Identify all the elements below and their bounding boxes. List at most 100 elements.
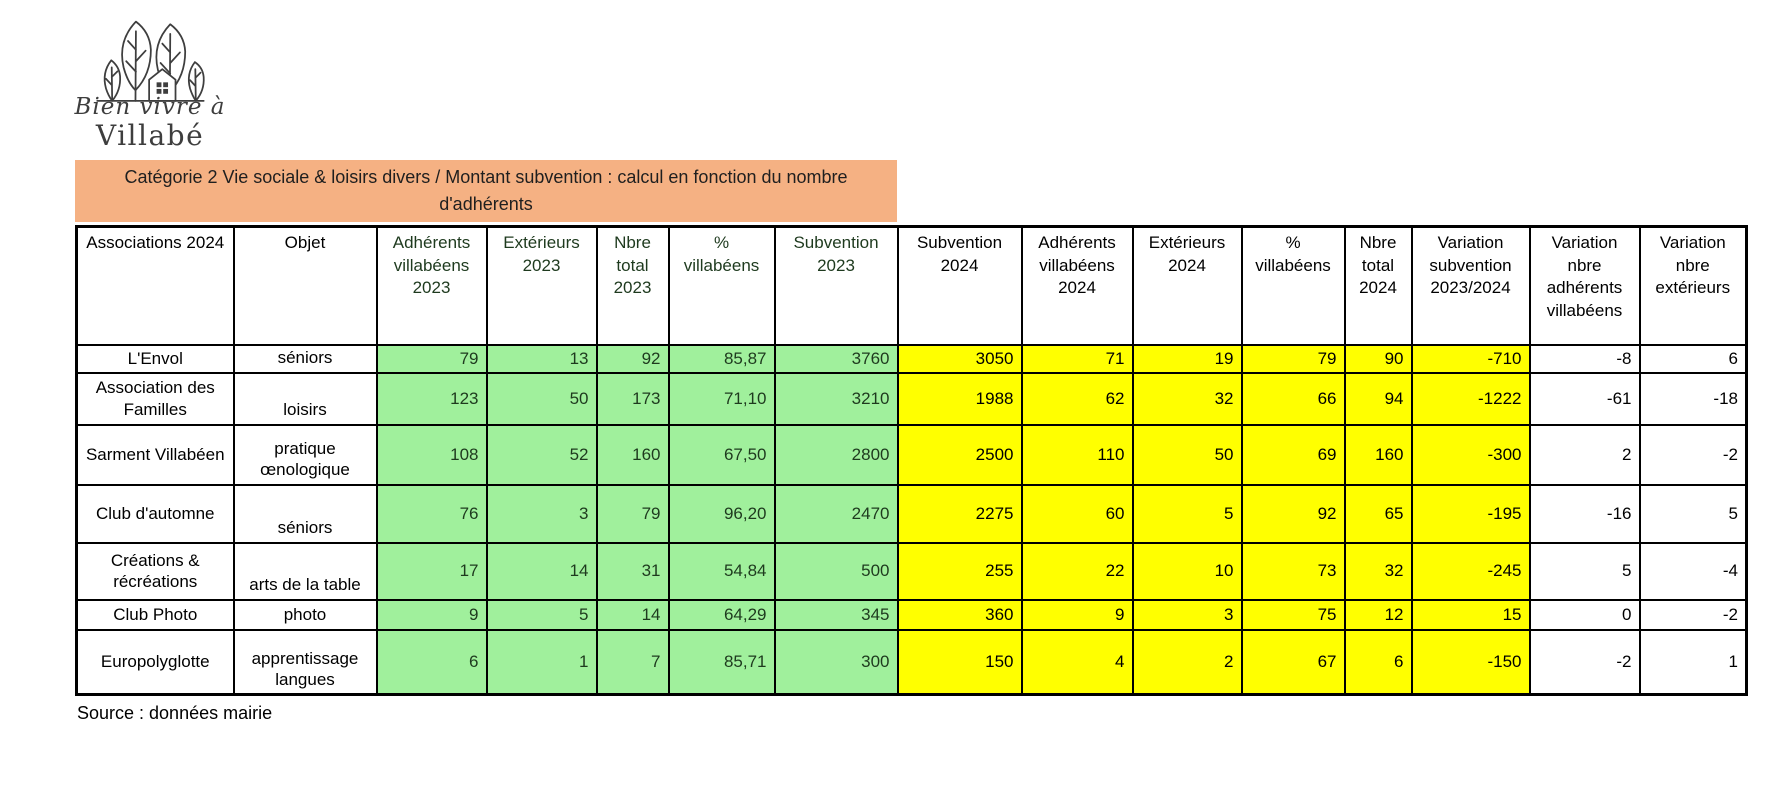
table-header: Associations 2024 Objet Adhérents villabée… bbox=[75, 225, 1748, 346]
cell-value: 92 bbox=[595, 343, 670, 374]
cell-value: -16 bbox=[1528, 483, 1641, 544]
cell-value: -195 bbox=[1410, 483, 1531, 544]
cell-value: 2800 bbox=[773, 423, 899, 486]
cell-value: 2275 bbox=[896, 483, 1023, 544]
column-header-2: Objet bbox=[232, 225, 378, 346]
cell-value: 54,84 bbox=[667, 541, 776, 601]
cell-value: 32 bbox=[1343, 541, 1413, 601]
cell-value: 79 bbox=[595, 483, 670, 544]
cell-value: 500 bbox=[773, 541, 899, 601]
cell-association-name: Club Photo bbox=[75, 598, 235, 631]
cell-value: 360 bbox=[896, 598, 1023, 631]
cell-value: 96,20 bbox=[667, 483, 776, 544]
cell-value: 5 bbox=[1638, 483, 1748, 544]
cell-value: 67 bbox=[1240, 628, 1346, 696]
cell-value: 17 bbox=[375, 541, 488, 601]
cell-value: 90 bbox=[1343, 343, 1413, 374]
column-header-13: Variation subvention 2023/2024 bbox=[1410, 225, 1531, 346]
cell-value: -61 bbox=[1528, 371, 1641, 426]
cell-association-name: Club d'automne bbox=[75, 483, 235, 544]
cell-value: 94 bbox=[1343, 371, 1413, 426]
cell-value: 1 bbox=[1638, 628, 1748, 696]
cell-value: 64,29 bbox=[667, 598, 776, 631]
cell-value: 108 bbox=[375, 423, 488, 486]
column-header-9: Adhérents villabéens 2024 bbox=[1020, 225, 1134, 346]
cell-value: -4 bbox=[1638, 541, 1748, 601]
cell-value: -2 bbox=[1638, 598, 1748, 631]
cell-value: 160 bbox=[1343, 423, 1413, 486]
cell-value: 10 bbox=[1131, 541, 1243, 601]
cell-value: 110 bbox=[1020, 423, 1134, 486]
cell-association-name: Association des Familles bbox=[75, 371, 235, 426]
table-row: Sarment Villabéen pratique œnologique 108 5… bbox=[75, 423, 1748, 486]
cell-value: 5 bbox=[1131, 483, 1243, 544]
cell-value: 19 bbox=[1131, 343, 1243, 374]
cell-objet: séniors bbox=[232, 343, 378, 374]
cell-value: -150 bbox=[1410, 628, 1531, 696]
cell-value: 2500 bbox=[896, 423, 1023, 486]
cell-value: 32 bbox=[1131, 371, 1243, 426]
cell-value: 345 bbox=[773, 598, 899, 631]
cell-value: 75 bbox=[1240, 598, 1346, 631]
source-note: Source : données mairie bbox=[77, 703, 273, 723]
cell-value: 150 bbox=[896, 628, 1023, 696]
cell-value: -18 bbox=[1638, 371, 1748, 426]
cell-value: -2 bbox=[1638, 423, 1748, 486]
cell-value: 79 bbox=[375, 343, 488, 374]
cell-value: 3 bbox=[1131, 598, 1243, 631]
cell-value: 76 bbox=[375, 483, 488, 544]
cell-objet: pratique œnologique bbox=[232, 423, 378, 486]
column-header-1: Associations 2024 bbox=[75, 225, 235, 346]
cell-value: -710 bbox=[1410, 343, 1531, 374]
table-row: Europolyglotte apprentissage langues 6 1 7 85… bbox=[75, 628, 1748, 696]
cell-objet: apprentissage langues bbox=[232, 628, 378, 696]
category-banner: Catégorie 2 Vie sociale & loisirs divers… bbox=[75, 160, 897, 222]
cell-value: 2 bbox=[1528, 423, 1641, 486]
logo-script-text: Bien vivre à bbox=[74, 94, 226, 120]
cell-value: -1222 bbox=[1410, 371, 1531, 426]
cell-value: 66 bbox=[1240, 371, 1346, 426]
cell-value: 3 bbox=[485, 483, 598, 544]
column-header-11: % villabéens bbox=[1240, 225, 1346, 346]
cell-objet: arts de la table bbox=[232, 541, 378, 601]
cell-value: 92 bbox=[1240, 483, 1346, 544]
cell-value: 1988 bbox=[896, 371, 1023, 426]
cell-value: -2 bbox=[1528, 628, 1641, 696]
column-header-8: Subvention 2024 bbox=[896, 225, 1023, 346]
cell-association-name: L'Envol bbox=[75, 343, 235, 374]
table-row: Club Photo photo 9 5 14 64,29 345 360 9 3 75 12 15 0-… bbox=[75, 598, 1748, 631]
column-header-6: % villabéens bbox=[667, 225, 776, 346]
table-row: Créations & récréations arts de la table 1… bbox=[75, 541, 1748, 601]
cell-value: 22 bbox=[1020, 541, 1134, 601]
cell-value: 1 bbox=[485, 628, 598, 696]
cell-value: 14 bbox=[595, 598, 670, 631]
cell-value: 3050 bbox=[896, 343, 1023, 374]
table-row: Association des Familles loisirs 123 50 173 7… bbox=[75, 371, 1748, 426]
cell-value: 73 bbox=[1240, 541, 1346, 601]
header-row: Associations 2024 Objet Adhérents villabée… bbox=[75, 225, 1748, 346]
cell-value: 6 bbox=[1638, 343, 1748, 374]
cell-value: 5 bbox=[1528, 541, 1641, 601]
column-header-5: Nbre total 2023 bbox=[595, 225, 670, 346]
cell-value: 2470 bbox=[773, 483, 899, 544]
cell-value: 50 bbox=[1131, 423, 1243, 486]
subventions-table: Associations 2024 Objet Adhérents villabée… bbox=[75, 225, 1748, 696]
cell-value: 31 bbox=[595, 541, 670, 601]
cell-value: 67,50 bbox=[667, 423, 776, 486]
column-header-12: Nbre total 2024 bbox=[1343, 225, 1413, 346]
cell-value: 160 bbox=[595, 423, 670, 486]
cell-value: 50 bbox=[485, 371, 598, 426]
villabe-logo: Bien vivre à Villabé bbox=[66, 18, 234, 150]
cell-value: 62 bbox=[1020, 371, 1134, 426]
cell-objet: loisirs bbox=[232, 371, 378, 426]
cell-value: 0 bbox=[1528, 598, 1641, 631]
cell-value: 79 bbox=[1240, 343, 1346, 374]
cell-value: 5 bbox=[485, 598, 598, 631]
cell-value: 3760 bbox=[773, 343, 899, 374]
cell-value: 9 bbox=[375, 598, 488, 631]
cell-value: 15 bbox=[1410, 598, 1531, 631]
cell-value: 2 bbox=[1131, 628, 1243, 696]
cell-value: 60 bbox=[1020, 483, 1134, 544]
cell-value: -300 bbox=[1410, 423, 1531, 486]
table-body: L'Envol séniors 79 13 92 85,87 3760 3050 71 19 79 9… bbox=[75, 343, 1748, 696]
